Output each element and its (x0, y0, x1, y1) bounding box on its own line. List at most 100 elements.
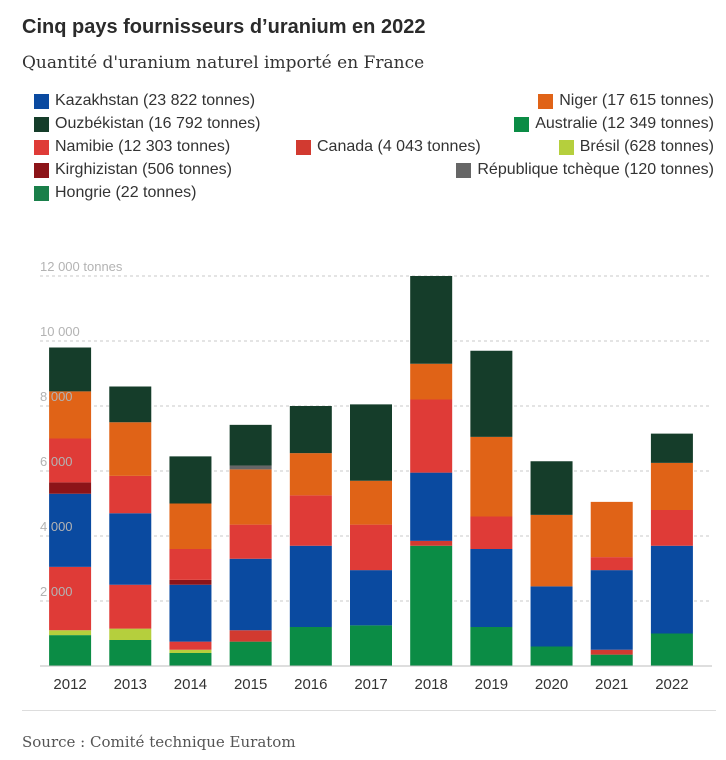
bar-segment-niger-2019 (470, 436, 513, 517)
legend-swatch-ouzbekistan (34, 116, 49, 132)
bar-segment-ouzbekistan-2012 (49, 347, 92, 392)
legend-swatch-australie (514, 116, 530, 132)
legend-item-kazakhstan: Kazakhstan (23 822 tonnes) (34, 92, 255, 110)
bar-segment-kazakhstan-2013 (109, 513, 152, 585)
bar-segment-namibie-2016 (289, 495, 332, 546)
y-tick-label: 8 000 (40, 389, 73, 404)
bar-segment-kazakhstan-2021 (590, 570, 633, 650)
x-tick-label: 2012 (53, 676, 86, 693)
legend-label-australie: Australie (12 349 tonnes) (535, 115, 714, 132)
y-tick-label: 10 000 (40, 324, 80, 339)
legend-label-kazakhstan: Kazakhstan (23 822 tonnes) (55, 92, 256, 109)
bar-segment-niger-2012 (49, 391, 92, 439)
bar-segment-niger-2020 (530, 514, 573, 587)
legend-item-kirghizistan: Kirghizistan (506 tonnes) (34, 161, 232, 179)
bar-segment-canada-2021 (590, 649, 633, 655)
bar-segment-canada-2018 (410, 540, 453, 546)
bar-segment-australie-2022 (650, 633, 693, 666)
chart-subtitle: Quantité d'uranium naturel importé en Fr… (22, 53, 425, 73)
bar-segment-australie-2012 (49, 635, 92, 666)
legend-swatch-kazakhstan (34, 93, 49, 109)
bar-segment-ouzbekistan-2020 (530, 461, 573, 515)
bar-segment-australie-2018 (410, 545, 453, 666)
x-tick-label: 2020 (535, 676, 568, 693)
bar-segment-australie-2015 (229, 641, 272, 666)
legend-item-bresil: Brésil (628 tonnes) (558, 138, 714, 156)
legend-swatch-tcheque (456, 162, 472, 178)
legend-swatch-namibie (34, 139, 49, 155)
bar-segment-namibie-2015 (229, 524, 272, 559)
bar-segment-australie-2019 (470, 627, 513, 666)
legend-item-canada: Canada (4 043 tonnes) (296, 138, 481, 156)
legend-label-tcheque: République tchèque (120 tonnes) (477, 161, 714, 178)
y-tick-label: 12 000 tonnes (40, 259, 123, 274)
bar-segment-ouzbekistan-2015 (229, 424, 272, 466)
bar-segment-namibie-2014 (169, 549, 212, 580)
legend-item-niger: Niger (17 615 tonnes) (538, 92, 714, 110)
bar-segment-ouzbekistan-2018 (410, 276, 453, 364)
bar-segment-ouzbekistan-2013 (109, 386, 152, 423)
legend-label-kirghizistan: Kirghizistan (506 tonnes) (55, 161, 232, 178)
bar-segment-kazakhstan-2017 (350, 570, 392, 626)
legend-item-hongrie: Hongrie (22 tonnes) (34, 184, 196, 202)
bar-segment-namibie-2013 (109, 584, 152, 629)
bar-segment-niger-2016 (289, 453, 332, 496)
x-tick-label: 2018 (414, 676, 447, 693)
stacked-bar-chart: 2012 2013 2014 2015 2016 2017 2018 2019 2020 2021… (40, 259, 712, 693)
y-tick-label: 6 000 (40, 454, 73, 469)
bar-segment-bresil-2013 (109, 628, 152, 640)
bar-segment-kazakhstan-2020 (530, 586, 573, 647)
legend: Kazakhstan (23 822 tonnes) Niger (17 615… (0, 0, 726, 215)
legend-label-ouzbekistan: Ouzbékistan (16 792 tonnes) (55, 115, 261, 132)
bar-segment-ouzbekistan-2022 (650, 433, 693, 463)
legend-item-ouzbekistan: Ouzbékistan (16 792 tonnes) (34, 115, 260, 133)
legend-item-namibie: Namibie (12 303 tonnes) (34, 138, 230, 156)
bar-segment-namibie-2019 (470, 516, 513, 549)
bar-segment-kazakhstan-2022 (650, 545, 693, 634)
y-tick-label: 2 000 (40, 584, 73, 599)
bar-segment-australie-2017 (350, 625, 392, 666)
x-tick-label: 2016 (294, 676, 327, 693)
bar-segment-australie-2016 (289, 627, 332, 666)
bar-segment-namibie-2021 (590, 557, 633, 571)
bar-segment-australie-2013 (109, 640, 152, 666)
bar-segment-namibie-2013 (109, 475, 152, 514)
bar-segment-tcheque-2015 (229, 465, 272, 470)
legend-label-bresil: Brésil (628 tonnes) (579, 138, 714, 155)
bar-segment-kazakhstan-2014 (169, 584, 212, 642)
bar-segment-namibie-2017 (350, 524, 392, 571)
bar-segment-kazakhstan-2016 (289, 545, 332, 627)
source-note: Source : Comité technique Euratom (22, 733, 296, 751)
legend-label-hongrie: Hongrie (22 tonnes) (55, 184, 197, 201)
bar-segment-kirghizistan-2012 (49, 482, 92, 494)
legend-label-namibie: Namibie (12 303 tonnes) (55, 138, 231, 155)
legend-swatch-niger (538, 93, 554, 109)
x-tick-label: 2021 (595, 676, 628, 693)
legend-swatch-kirghizistan (34, 162, 49, 178)
x-tick-label: 2022 (655, 676, 688, 693)
x-tick-label: 2019 (475, 676, 508, 693)
bar-segment-australie-2020 (530, 646, 573, 666)
bar-segment-ouzbekistan-2016 (289, 406, 332, 454)
bar-segment-canada-2015 (229, 630, 272, 642)
y-tick-label: 4 000 (40, 519, 73, 534)
bar-segment-australie-2021 (590, 654, 633, 666)
legend-swatch-hongrie (34, 185, 49, 201)
bar-segment-kazakhstan-2012 (49, 493, 92, 567)
footer-divider (22, 710, 716, 711)
x-tick-label: 2015 (234, 676, 267, 693)
legend-swatch-bresil (558, 139, 574, 155)
bar-segment-bresil-2014 (169, 649, 212, 653)
bar-segment-namibie-2022 (650, 510, 693, 546)
bar-segment-niger-2021 (590, 501, 633, 558)
bar-segment-australie-2014 (169, 653, 212, 666)
bar-segment-niger-2013 (109, 422, 152, 476)
bar-segment-namibie-2012 (49, 438, 92, 483)
bar-segment-kazakhstan-2019 (470, 549, 513, 627)
x-tick-label: 2013 (114, 676, 147, 693)
bar-segment-niger-2018 (410, 363, 453, 400)
bar-segment-namibie-2014 (169, 641, 212, 650)
legend-label-niger: Niger (17 615 tonnes) (559, 92, 714, 109)
bar-segment-kazakhstan-2018 (410, 472, 453, 541)
x-tick-label: 2014 (174, 676, 207, 693)
